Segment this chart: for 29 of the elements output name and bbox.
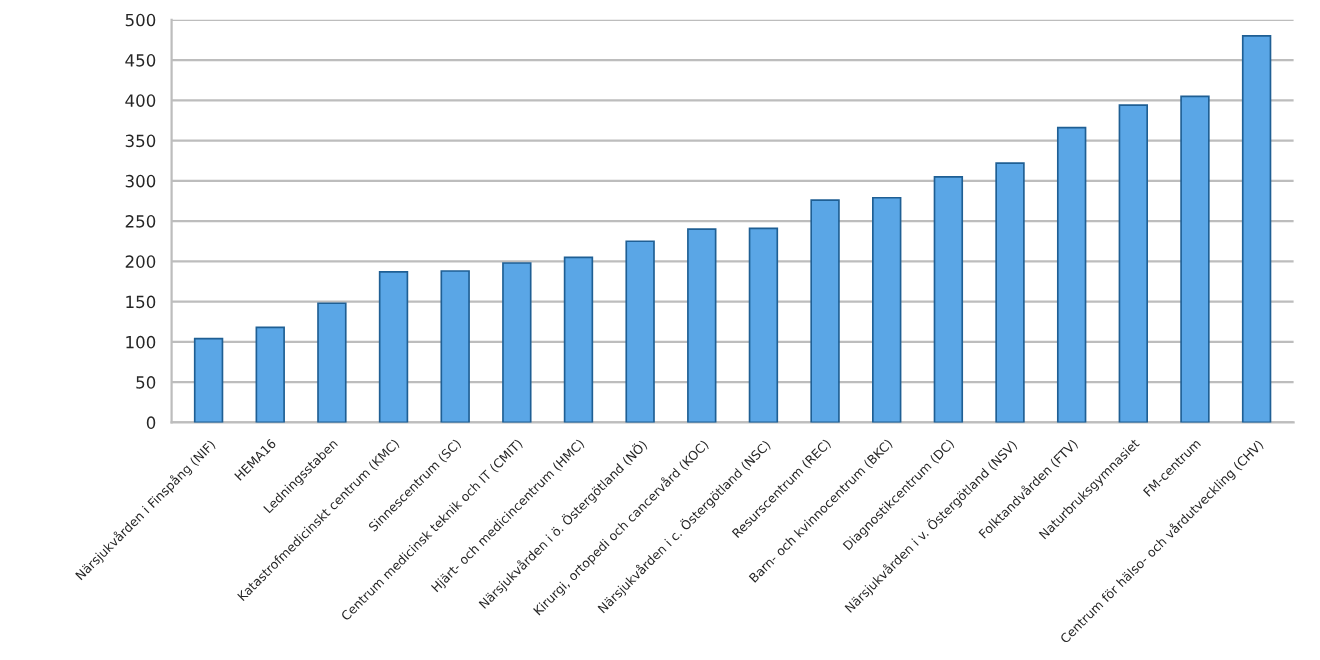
bar	[1118, 104, 1149, 423]
bar	[1241, 35, 1272, 423]
y-tick-label: 300	[125, 174, 156, 188]
bar	[1180, 95, 1210, 423]
y-tick-label: 100	[126, 335, 156, 349]
bar	[748, 227, 779, 423]
bar	[563, 256, 594, 423]
bar	[1056, 126, 1087, 423]
bar	[687, 228, 717, 423]
y-tick-label: 150	[126, 295, 156, 309]
bar	[933, 175, 964, 423]
bar	[317, 302, 347, 423]
bar	[872, 196, 902, 423]
bar	[440, 270, 470, 423]
y-tick-label: 450	[125, 54, 156, 67]
bar	[193, 337, 224, 423]
bar	[502, 262, 532, 423]
y-tick-label: 350	[125, 134, 156, 148]
y-tick-label: 50	[136, 376, 156, 389]
bar	[625, 240, 655, 423]
y-tick-label: 400	[125, 94, 156, 107]
y-tick-label: 250	[125, 215, 156, 228]
bar	[255, 326, 285, 423]
y-tick-label: 200	[125, 255, 156, 268]
y-tick-label: 500	[125, 13, 156, 27]
bar	[995, 162, 1025, 423]
bar	[810, 199, 840, 423]
y-tick-label: 0	[146, 416, 156, 429]
bar	[378, 270, 409, 423]
